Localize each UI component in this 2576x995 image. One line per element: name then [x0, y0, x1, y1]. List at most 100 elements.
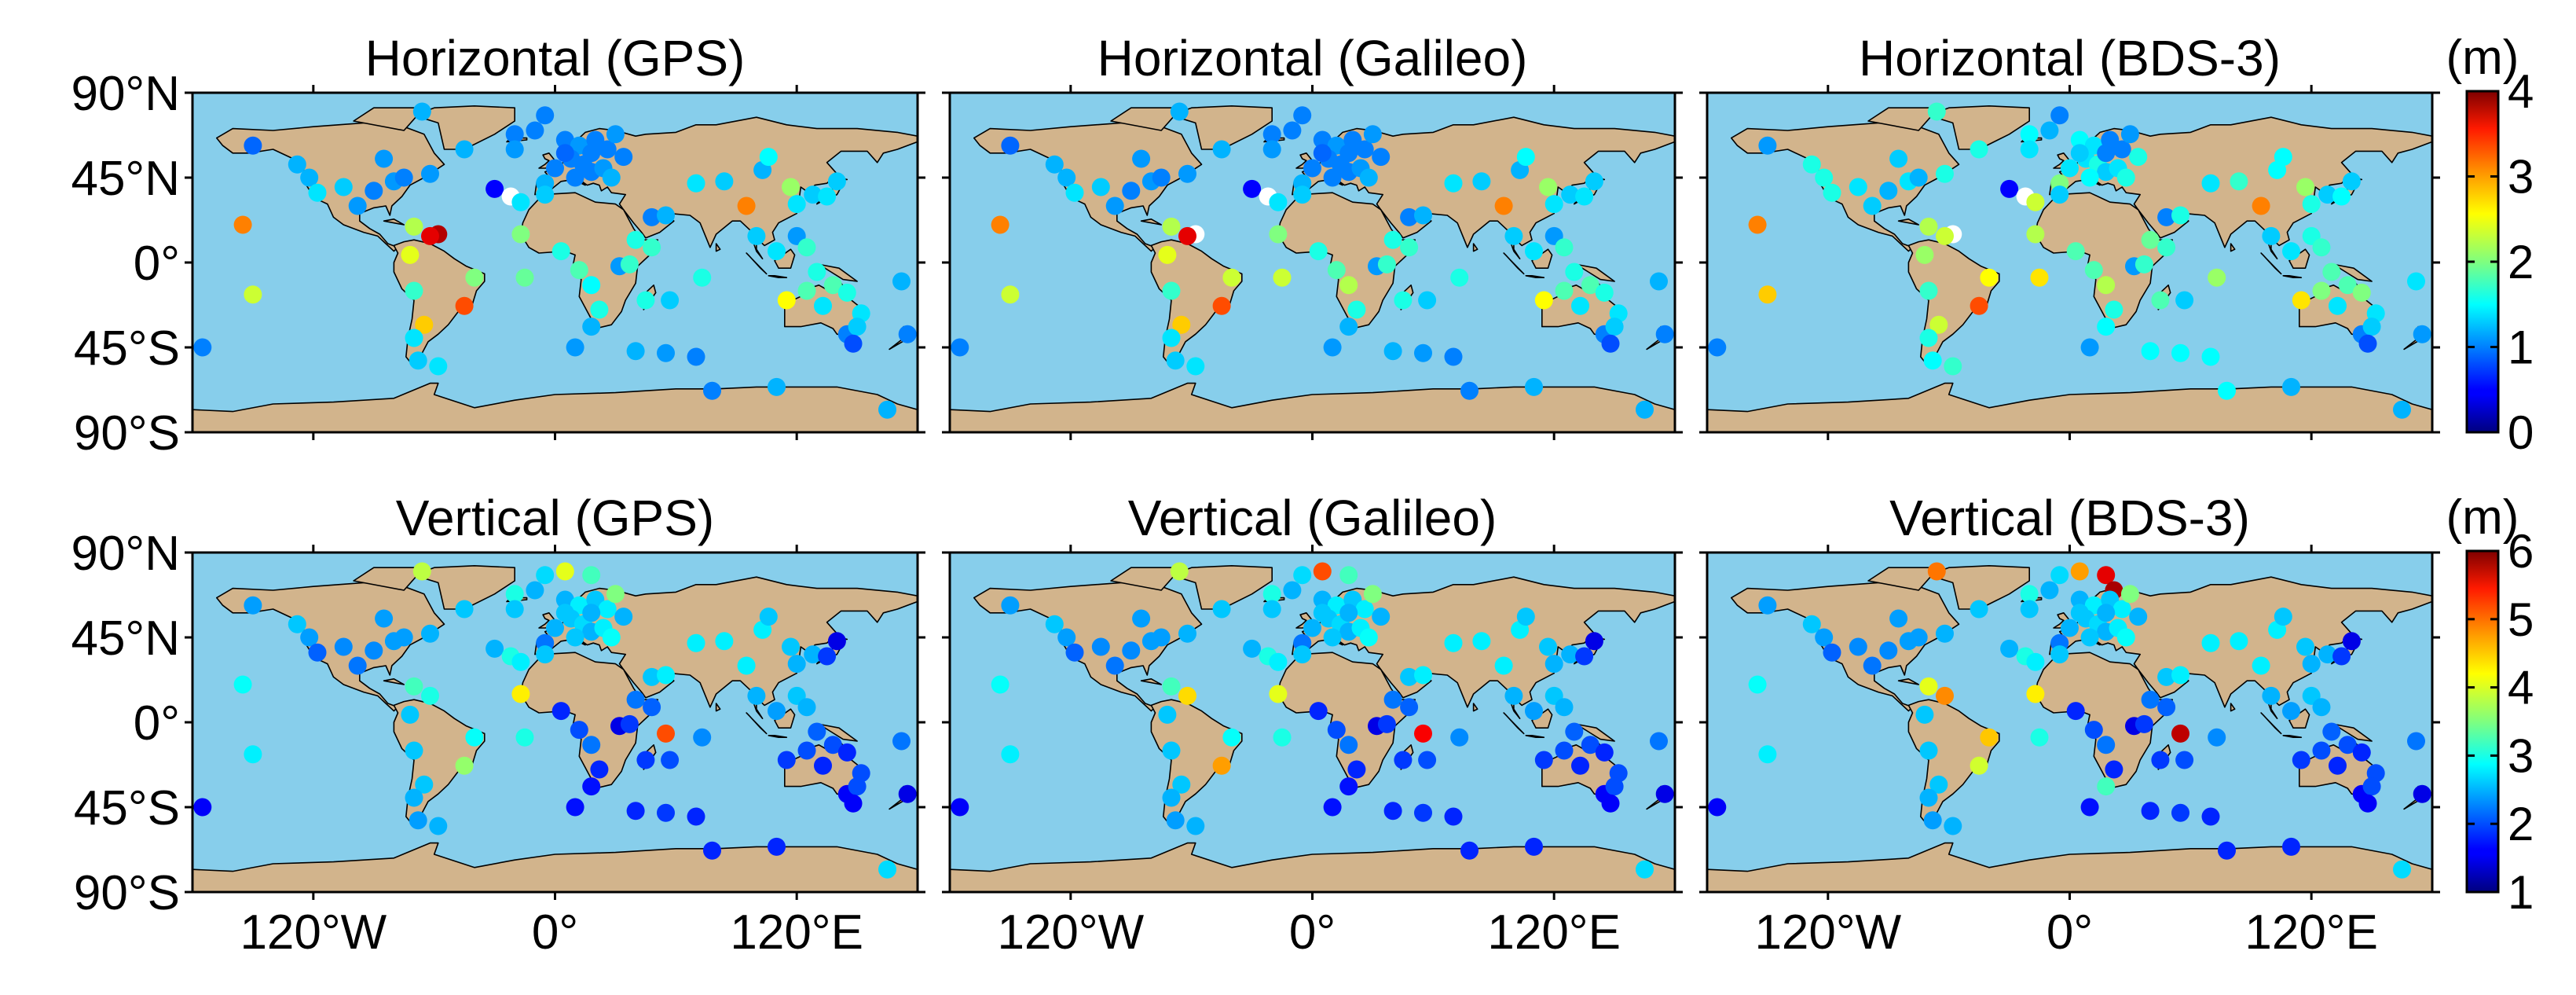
station-point [2171, 206, 2189, 225]
station-point [2120, 125, 2139, 144]
station-point [878, 400, 896, 419]
station-point [334, 178, 353, 196]
colorbar: 0 1 2 3 4(m) [2446, 31, 2534, 459]
landmass [2260, 252, 2282, 275]
station-point [1555, 698, 1574, 717]
station-point [1919, 788, 1938, 807]
station-point [598, 140, 617, 159]
station-point [244, 596, 262, 615]
station-point [1359, 168, 1378, 187]
station-point [2134, 255, 2153, 274]
station-point [1849, 637, 1867, 656]
station-point [715, 172, 734, 191]
lat-label: 45°N [71, 152, 180, 206]
station-point [1400, 698, 1419, 717]
station-point [2274, 148, 2292, 167]
station-point [2050, 645, 2069, 664]
station-points [951, 102, 1674, 419]
station-point [365, 182, 383, 200]
station-point [1162, 677, 1181, 696]
station-point [2407, 732, 2425, 751]
station-point [1091, 637, 1110, 656]
station-point [1222, 268, 1241, 287]
station-point [2332, 647, 2351, 666]
station-point [1293, 185, 1312, 204]
station-point [1970, 756, 1988, 775]
station-point [1605, 318, 1624, 336]
station-point [693, 268, 712, 287]
landmass [2332, 263, 2373, 282]
station-point [394, 628, 413, 647]
station-point [582, 276, 601, 295]
station-point [693, 728, 712, 747]
station-point [1383, 690, 1402, 709]
station-point [1057, 168, 1076, 187]
station-point [1525, 242, 1543, 261]
station-point [1162, 741, 1181, 760]
station-point [1309, 242, 1328, 261]
station-point [1394, 751, 1413, 769]
station-point [511, 652, 530, 671]
station-point [1919, 677, 1938, 696]
station-point [1601, 794, 1620, 813]
lon-label: 0° [2047, 905, 2093, 960]
station-point [2338, 276, 2357, 295]
station-point [1313, 604, 1332, 622]
station-point [2080, 628, 2099, 647]
station-point [1555, 238, 1574, 257]
station-point [1158, 245, 1177, 264]
station-point [2040, 581, 2059, 600]
station-point [2342, 172, 2361, 191]
station-point [2329, 296, 2347, 315]
station-point [409, 351, 427, 370]
station-point [2318, 185, 2337, 204]
station-point [1970, 296, 1988, 315]
station-point [837, 743, 856, 762]
station-point [804, 185, 823, 204]
map-panel: Horizontal (Galileo) [942, 30, 1683, 440]
station-point [620, 255, 639, 274]
station-point [687, 347, 705, 366]
station-point [657, 724, 675, 743]
station-point [2362, 777, 2381, 796]
lat-label: 45°S [74, 781, 180, 835]
station-point [1936, 624, 1954, 643]
station-point [626, 802, 645, 821]
station-point [2274, 608, 2292, 626]
landmass [818, 723, 858, 742]
station-point [797, 281, 816, 300]
station-point [308, 643, 327, 662]
station-point [1372, 148, 1391, 167]
station-point [505, 600, 524, 619]
station-point [614, 608, 633, 626]
landmass [1503, 712, 1525, 735]
station-point [1444, 347, 1463, 366]
station-point [2026, 652, 2045, 671]
station-point [465, 728, 484, 747]
station-point [536, 566, 555, 585]
station-point [1122, 641, 1141, 660]
station-point [1172, 775, 1191, 794]
station-point [515, 268, 534, 287]
station-point [2358, 334, 2377, 353]
station-point [1919, 217, 1938, 236]
station-point [375, 609, 394, 628]
station-point [582, 736, 601, 755]
station-point [2230, 172, 2248, 191]
station-point [1545, 195, 1563, 214]
station-point [455, 140, 474, 159]
station-point [2050, 566, 2069, 585]
station-point [759, 148, 778, 167]
station-point [1293, 106, 1312, 125]
station-point [2129, 148, 2148, 167]
station-point [2020, 585, 2039, 604]
station-point [1273, 728, 1292, 747]
lon-label: 0° [1289, 905, 1336, 960]
station-point [1919, 741, 1938, 760]
station-point [526, 581, 544, 600]
station-point [2230, 632, 2248, 651]
station-point [2171, 724, 2189, 743]
colorbar-tick-label: 2 [2508, 236, 2534, 288]
station-point [365, 641, 383, 660]
station-point [768, 702, 786, 721]
